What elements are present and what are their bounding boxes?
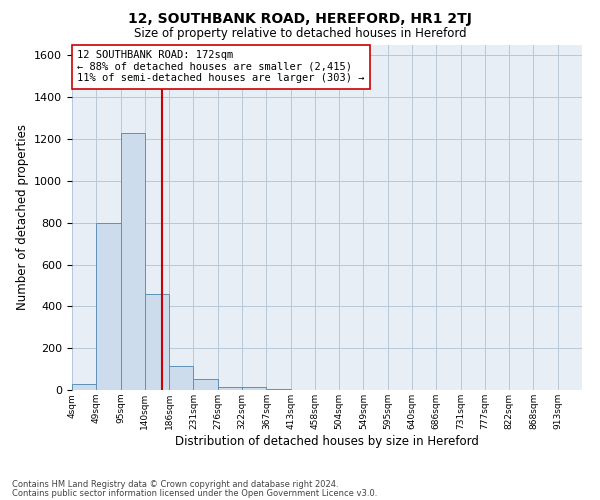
Y-axis label: Number of detached properties: Number of detached properties	[16, 124, 29, 310]
Bar	[96, 222, 121, 390]
Bar	[242, 388, 266, 390]
Text: Size of property relative to detached houses in Hereford: Size of property relative to detached ho…	[134, 28, 466, 40]
Text: Contains public sector information licensed under the Open Government Licence v3: Contains public sector information licen…	[12, 489, 377, 498]
Text: 12 SOUTHBANK ROAD: 172sqm
← 88% of detached houses are smaller (2,415)
11% of se: 12 SOUTHBANK ROAD: 172sqm ← 88% of detac…	[77, 50, 365, 84]
Bar	[145, 294, 169, 390]
Bar	[193, 378, 218, 390]
Bar	[266, 389, 290, 390]
X-axis label: Distribution of detached houses by size in Hereford: Distribution of detached houses by size …	[175, 434, 479, 448]
Bar	[72, 384, 96, 390]
Bar	[169, 366, 193, 390]
Bar	[218, 387, 242, 390]
Text: 12, SOUTHBANK ROAD, HEREFORD, HR1 2TJ: 12, SOUTHBANK ROAD, HEREFORD, HR1 2TJ	[128, 12, 472, 26]
Text: Contains HM Land Registry data © Crown copyright and database right 2024.: Contains HM Land Registry data © Crown c…	[12, 480, 338, 489]
Bar	[121, 133, 145, 390]
